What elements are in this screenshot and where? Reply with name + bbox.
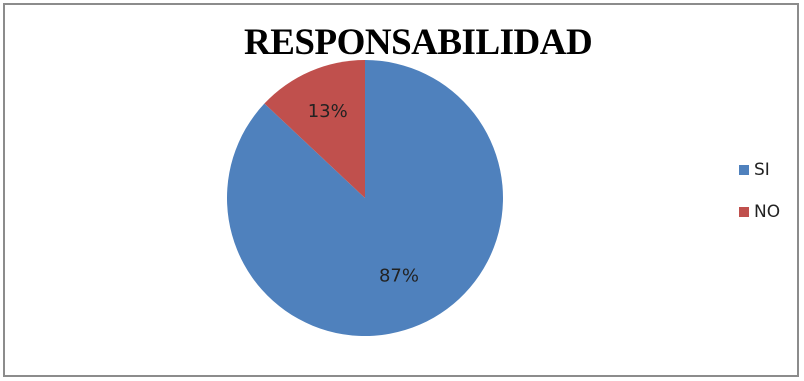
legend-swatch-no bbox=[739, 207, 749, 217]
data-label-no: 13% bbox=[308, 101, 348, 122]
pie-slice-no bbox=[264, 60, 365, 198]
legend-label-no: NO bbox=[754, 202, 781, 222]
chart-title: RESPONSABILIDAD bbox=[244, 22, 593, 63]
legend-label-si: SI bbox=[754, 160, 770, 180]
chart-legend: SI NO bbox=[739, 160, 780, 244]
legend-item-no: NO bbox=[739, 202, 780, 222]
data-label-si: 87% bbox=[379, 266, 419, 287]
legend-item-si: SI bbox=[739, 160, 780, 180]
legend-swatch-si bbox=[739, 165, 749, 175]
